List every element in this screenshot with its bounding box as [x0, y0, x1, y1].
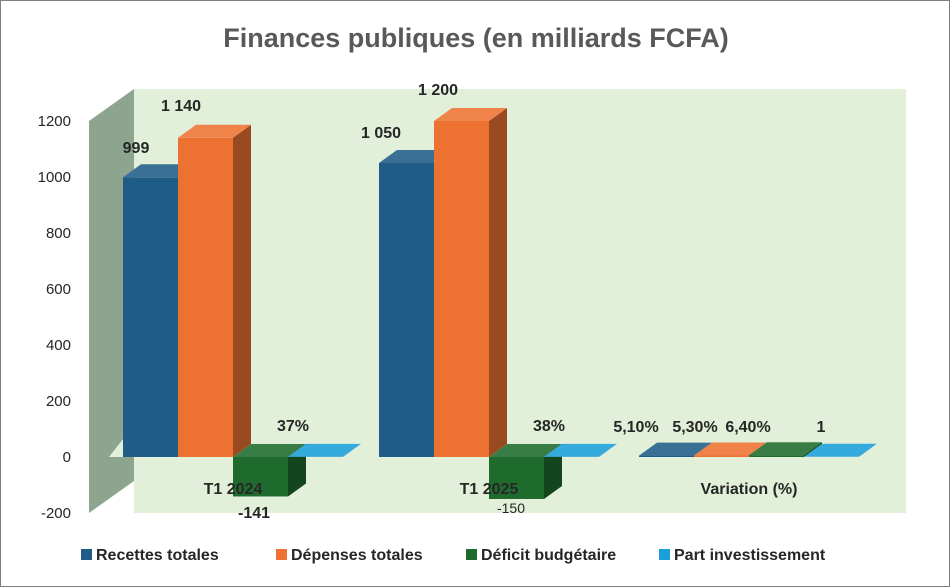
bar-top	[804, 443, 877, 457]
legend: Recettes totales Dépenses totales Déficit …	[81, 547, 826, 564]
data-label: 37%	[277, 418, 309, 435]
data-label: 1 050	[361, 125, 401, 142]
chart-title: Finances publiques (en milliards FCFA)	[223, 23, 729, 53]
bar-front	[434, 121, 489, 457]
data-label: 5,10%	[613, 419, 658, 436]
y-tick-label: -200	[41, 505, 71, 522]
bar-side	[489, 108, 507, 457]
y-tick-label: 200	[46, 393, 71, 410]
bar-top	[178, 124, 251, 138]
data-label: 1 140	[161, 98, 201, 115]
bar-front	[489, 457, 544, 499]
y-tick-label: 600	[46, 281, 71, 298]
data-label: -141	[238, 505, 270, 522]
legend-label: Dépenses totales	[291, 547, 423, 564]
data-label: 5,30%	[672, 419, 717, 436]
bar-top	[379, 150, 452, 163]
bar-front	[379, 163, 434, 457]
x-category-label: Variation (%)	[701, 481, 798, 498]
bar-top	[434, 108, 507, 121]
bar-front	[178, 137, 233, 458]
bar-top	[544, 443, 617, 457]
bar-top	[489, 444, 562, 457]
side-wall	[89, 89, 134, 513]
legend-swatch	[276, 549, 287, 560]
data-label: 6,40%	[725, 419, 770, 436]
data-labels: 999 1 140 -141 37% 1 050 1 200 -150 38% 5,10% 5,3…	[123, 82, 826, 522]
bar-front	[694, 455, 749, 457]
bar-side	[804, 442, 822, 457]
bar-side	[233, 124, 251, 458]
back-wall	[134, 89, 906, 457]
bar-side	[544, 444, 562, 499]
data-label: 1	[817, 419, 826, 436]
bar-top	[749, 442, 822, 456]
legend-label: Part investissement	[674, 547, 826, 564]
y-axis: -200 0 200 400 600 800 1000 1200	[38, 113, 71, 522]
bar-front	[749, 455, 804, 457]
chart-walls	[89, 89, 906, 513]
legend-label: Déficit budgétaire	[481, 547, 616, 564]
y-tick-label: 1000	[38, 169, 71, 186]
y-tick-label: 0	[63, 449, 71, 466]
y-tick-label: 1200	[38, 113, 71, 130]
legend-swatch	[81, 549, 92, 560]
y-tick-label: 800	[46, 225, 71, 242]
bar-front	[639, 455, 694, 457]
data-label: -150	[497, 500, 525, 516]
data-label: 999	[123, 140, 150, 157]
bar-top	[233, 444, 306, 457]
legend-swatch	[466, 549, 477, 560]
data-label: 1 200	[418, 82, 458, 99]
x-axis-categories: T1 2024 T1 2025 Variation (%)	[204, 481, 798, 498]
legend-swatch	[659, 549, 670, 560]
x-category-label: T1 2025	[460, 481, 519, 498]
bar-side	[288, 444, 306, 497]
x-category-label: T1 2024	[204, 481, 263, 498]
data-label: 38%	[533, 418, 565, 435]
bars	[123, 108, 877, 499]
bar-front	[233, 457, 288, 497]
bar-front	[123, 177, 178, 457]
bar-top	[288, 443, 361, 457]
bar-top	[123, 164, 196, 178]
legend-label: Recettes totales	[96, 547, 219, 564]
bar-top	[694, 442, 767, 456]
bar-top	[639, 442, 712, 456]
y-tick-label: 400	[46, 337, 71, 354]
